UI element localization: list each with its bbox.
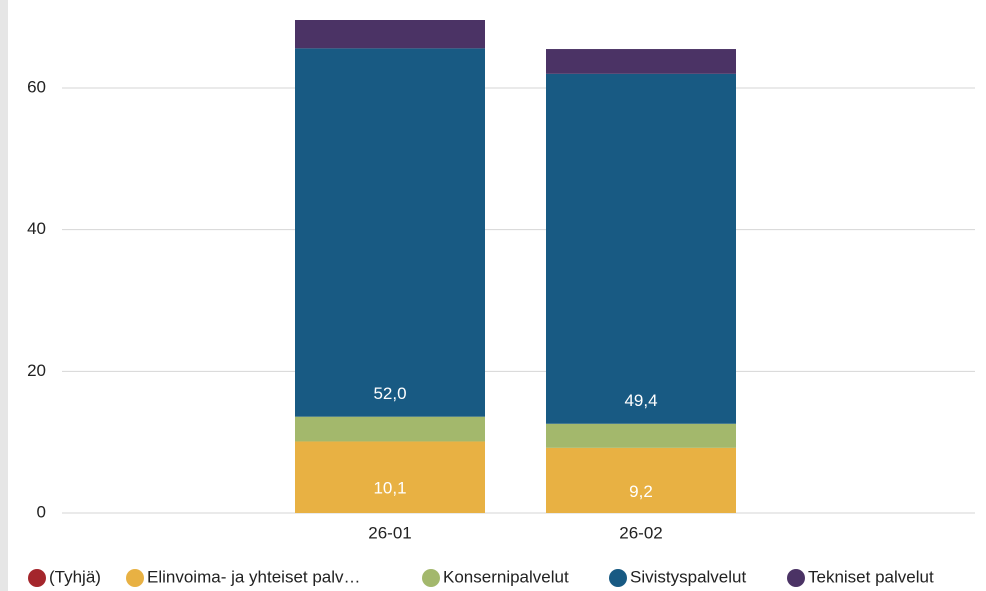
- side-border: [0, 0, 8, 591]
- y-tick-label: 40: [27, 219, 46, 238]
- legend-marker: [787, 569, 805, 587]
- bar-segment: [295, 48, 485, 417]
- x-tick-label: 26-01: [368, 523, 411, 542]
- x-tick-label: 26-02: [619, 523, 662, 542]
- bar-segment: [546, 49, 736, 74]
- legend-label: Tekniset palvelut: [808, 567, 934, 586]
- legend-marker: [126, 569, 144, 587]
- legend-marker: [422, 569, 440, 587]
- bar-segment: [546, 447, 736, 513]
- legend-label: (Tyhjä): [49, 567, 101, 586]
- bar-segment: [295, 441, 485, 513]
- legend-label: Elinvoima- ja yhteiset palv…: [147, 567, 361, 586]
- legend-label: Sivistyspalvelut: [630, 567, 746, 586]
- bar-segment: [546, 73, 736, 424]
- y-tick-label: 0: [37, 502, 46, 521]
- data-label: 10,1: [373, 479, 406, 498]
- legend-marker: [28, 569, 46, 587]
- data-label: 49,4: [624, 391, 657, 410]
- legend-label: Konsernipalvelut: [443, 567, 569, 586]
- bar-segment: [295, 416, 485, 442]
- y-tick-label: 60: [27, 77, 46, 96]
- y-tick-label: 20: [27, 361, 46, 380]
- legend-marker: [609, 569, 627, 587]
- data-label: 52,0: [373, 384, 406, 403]
- bar-segment: [295, 20, 485, 49]
- data-label: 9,2: [629, 482, 653, 501]
- bar-segment: [546, 423, 736, 448]
